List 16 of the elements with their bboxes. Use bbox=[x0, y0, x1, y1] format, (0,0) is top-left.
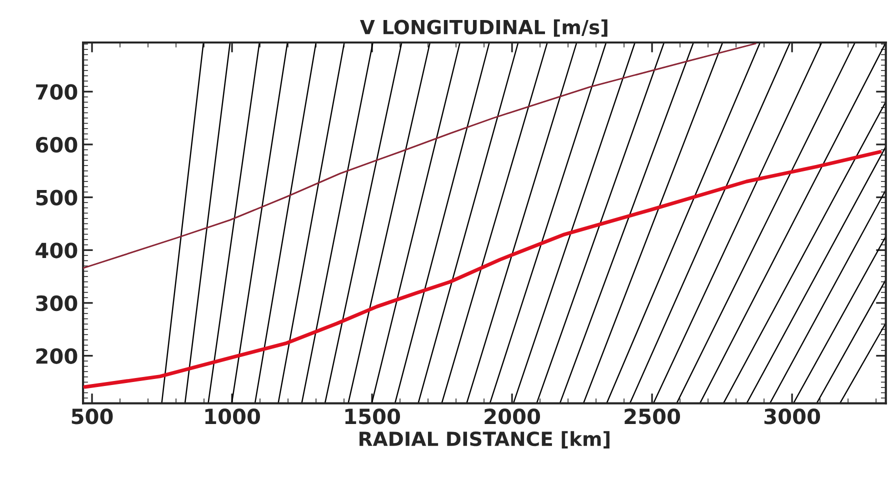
x-tick-label: 1000 bbox=[205, 408, 260, 424]
x-tick-label: 1500 bbox=[345, 408, 400, 424]
y-tick-label: 400 bbox=[36, 242, 78, 258]
x-axis-title: RADIAL DISTANCE [km] bbox=[360, 431, 610, 448]
x-tick-label: 3000 bbox=[764, 408, 820, 424]
chart-title: V LONGITUDINAL [m/s] bbox=[360, 19, 608, 37]
y-tick-label: 600 bbox=[36, 136, 78, 153]
line-series bbox=[83, 42, 756, 269]
x-tick-label: 2500 bbox=[624, 408, 680, 424]
y-tick-label: 700 bbox=[36, 84, 78, 100]
y-tick-label: 200 bbox=[36, 348, 78, 364]
x-tick-label: 2000 bbox=[484, 408, 540, 424]
line-series bbox=[83, 150, 882, 389]
x-tick-label: 500 bbox=[72, 408, 113, 424]
y-tick-label: 500 bbox=[36, 190, 78, 206]
y-tick-label: 300 bbox=[36, 295, 78, 312]
